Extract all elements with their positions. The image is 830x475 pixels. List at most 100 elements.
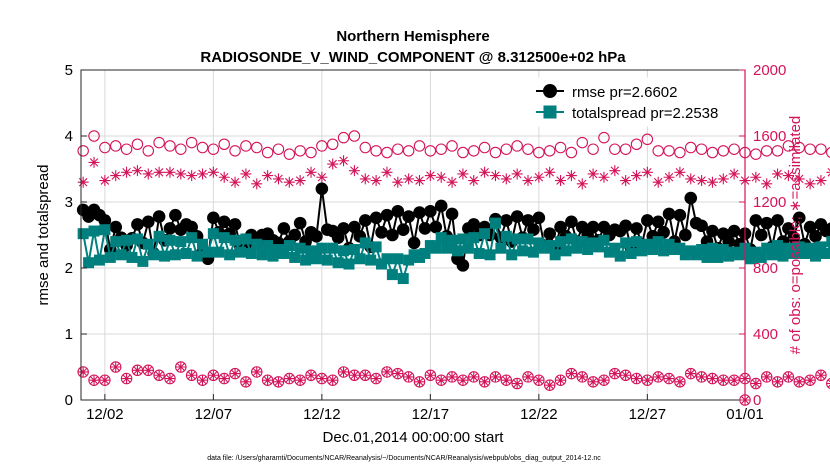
y-left-tick-label: 4 <box>65 128 73 145</box>
totalspread-point <box>674 242 686 254</box>
totalspread-point <box>788 247 800 259</box>
totalspread-point <box>343 258 355 270</box>
obs-assimilated-point <box>576 178 588 190</box>
obs-possible-low-point <box>468 371 480 383</box>
obs-possible-low-point <box>750 377 762 390</box>
obs-assimilated-point <box>305 166 317 178</box>
y-left-tick-label: 0 <box>65 392 73 409</box>
legend-totalspread-label: totalspread pr=2.2538 <box>572 105 718 122</box>
obs-assimilated-point <box>197 168 209 180</box>
rmse-point <box>760 216 773 230</box>
obs-possible-point <box>283 148 296 160</box>
obs-possible-point <box>695 143 708 155</box>
obs-possible-low-point <box>457 374 469 386</box>
rmse-point <box>510 210 524 223</box>
obs-possible-point <box>489 146 502 159</box>
x-tick-label: 12/02 <box>86 406 124 423</box>
totalspread-point <box>99 224 111 236</box>
rmse-point <box>207 211 220 225</box>
rmse-point <box>445 207 459 221</box>
obs-assimilated-point <box>392 176 404 188</box>
totalspread-point <box>473 247 485 259</box>
obs-possible-point <box>381 146 393 159</box>
totalspread-point <box>598 234 610 246</box>
obs-assimilated-point <box>164 166 176 178</box>
obs-possible-point <box>109 140 122 152</box>
totalspread-point <box>186 232 198 244</box>
rmse-point <box>331 231 345 244</box>
obs-possible-low-point <box>511 377 523 390</box>
obs-assimilated-point <box>761 178 773 190</box>
totalspread-point <box>511 233 523 245</box>
totalspread-point <box>636 245 648 257</box>
totalspread-point <box>560 245 572 257</box>
rmse-point <box>418 222 432 235</box>
obs-assimilated-low-point <box>468 371 479 382</box>
rmse-point <box>98 214 112 227</box>
obs-assimilated-point <box>663 171 675 183</box>
obs-assimilated-low-point <box>685 368 696 379</box>
totalspread-point <box>761 242 773 254</box>
obs-possible-point <box>261 146 274 159</box>
rmse-point <box>684 191 698 205</box>
totalspread-point <box>381 253 393 265</box>
obs-possible-low-point <box>153 369 165 381</box>
totalspread-point <box>148 249 160 261</box>
x-tick-label: 12/27 <box>629 406 667 423</box>
obs-assimilated-low-point <box>284 373 295 384</box>
rmse-point <box>152 210 166 223</box>
obs-assimilated-point <box>706 176 718 188</box>
rmse-point <box>792 211 806 225</box>
obs-possible-point <box>88 130 100 142</box>
totalspread-point <box>169 249 181 261</box>
obs-assimilated-point <box>717 173 729 185</box>
obs-possible-point <box>164 140 176 152</box>
obs-assimilated-low-point <box>479 376 490 387</box>
totalspread-point <box>240 233 252 245</box>
totalspread-point <box>316 242 328 254</box>
obs-possible-low-point <box>619 369 632 381</box>
obs-assimilated-low-point <box>360 370 371 381</box>
totalspread-point <box>593 241 605 253</box>
totalspread-point <box>625 247 637 259</box>
obs-assimilated-point <box>229 176 241 188</box>
obs-assimilated-point <box>142 168 154 180</box>
obs-possible-point <box>120 143 133 155</box>
obs-possible-low-point <box>793 376 805 388</box>
totalspread-point <box>766 249 778 261</box>
obs-possible-low-point <box>251 366 263 378</box>
obs-possible-low-point <box>630 372 643 385</box>
obs-assimilated-point <box>522 175 534 187</box>
obs-possible-point <box>641 133 654 146</box>
obs-possible-point <box>272 143 285 155</box>
obs-assimilated-point <box>457 168 469 180</box>
obs-possible-low-point <box>663 372 675 385</box>
totalspread-point <box>571 242 583 254</box>
obs-assimilated-low-point <box>620 370 631 381</box>
totalspread-point <box>207 228 219 240</box>
totalspread-point <box>555 236 567 248</box>
rmse-point <box>543 227 557 240</box>
obs-possible-point <box>142 145 155 157</box>
totalspread-point <box>327 242 339 254</box>
obs-assimilated-low-point <box>533 375 544 386</box>
rmse-point <box>402 210 415 223</box>
obs-assimilated-point <box>316 171 328 183</box>
rmse-point <box>228 218 242 231</box>
rmse-point <box>662 207 676 221</box>
totalspread-point <box>234 246 246 258</box>
obs-possible-low-point <box>99 374 111 386</box>
totalspread-point <box>267 250 279 262</box>
obs-possible-point <box>815 143 827 155</box>
obs-assimilated-point <box>641 166 653 178</box>
rmse-point <box>185 220 198 234</box>
obs-possible-point <box>337 131 350 144</box>
rmse-point <box>109 220 123 234</box>
obs-assimilated-low-point <box>447 371 458 382</box>
obs-assimilated-low-point <box>696 371 707 382</box>
rmse-point <box>825 222 830 235</box>
obs-assimilated-low-point <box>555 375 566 386</box>
totalspread-point <box>435 232 447 244</box>
obs-assimilated-point <box>121 166 133 178</box>
rmse-point <box>754 228 768 242</box>
